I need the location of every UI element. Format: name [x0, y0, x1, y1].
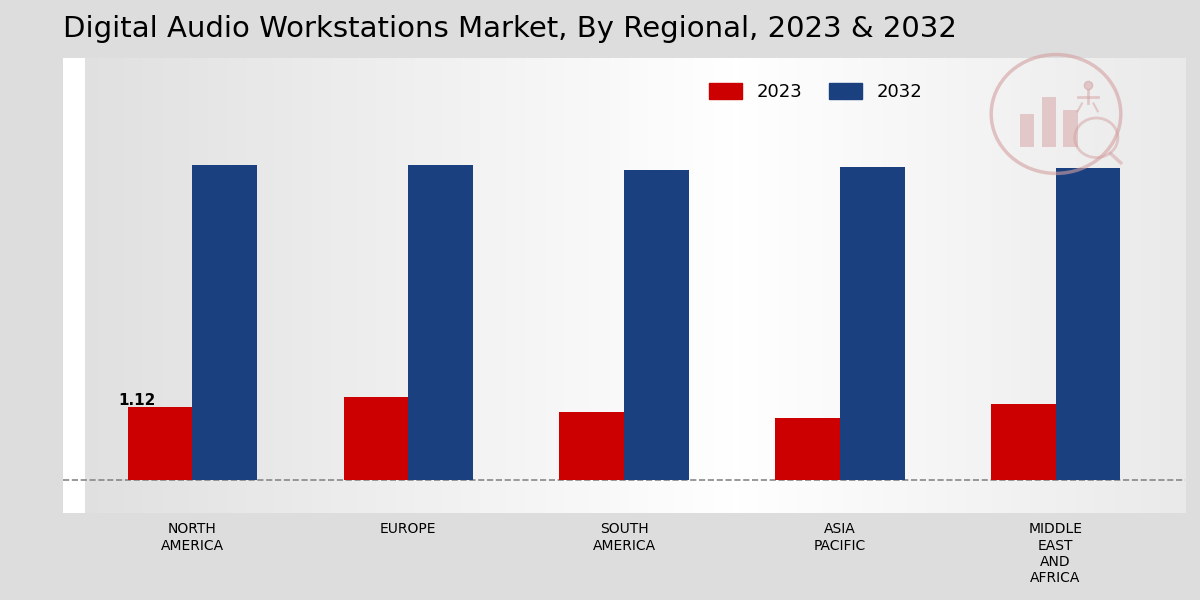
Bar [1042, 97, 1056, 147]
Bar [840, 167, 905, 480]
Bar [1020, 114, 1034, 147]
Bar [408, 165, 473, 480]
Bar [1063, 110, 1078, 147]
Bar [775, 418, 840, 480]
Bar [559, 412, 624, 480]
Bar [192, 165, 257, 480]
Bar [1056, 168, 1121, 480]
Bar [624, 170, 689, 480]
Text: 1.12: 1.12 [119, 392, 156, 407]
Text: Digital Audio Workstations Market, By Regional, 2023 & 2032: Digital Audio Workstations Market, By Re… [64, 15, 956, 43]
Bar [343, 397, 408, 480]
Bar [127, 407, 192, 480]
Legend: 2023, 2032: 2023, 2032 [702, 76, 929, 109]
Bar [991, 404, 1056, 480]
